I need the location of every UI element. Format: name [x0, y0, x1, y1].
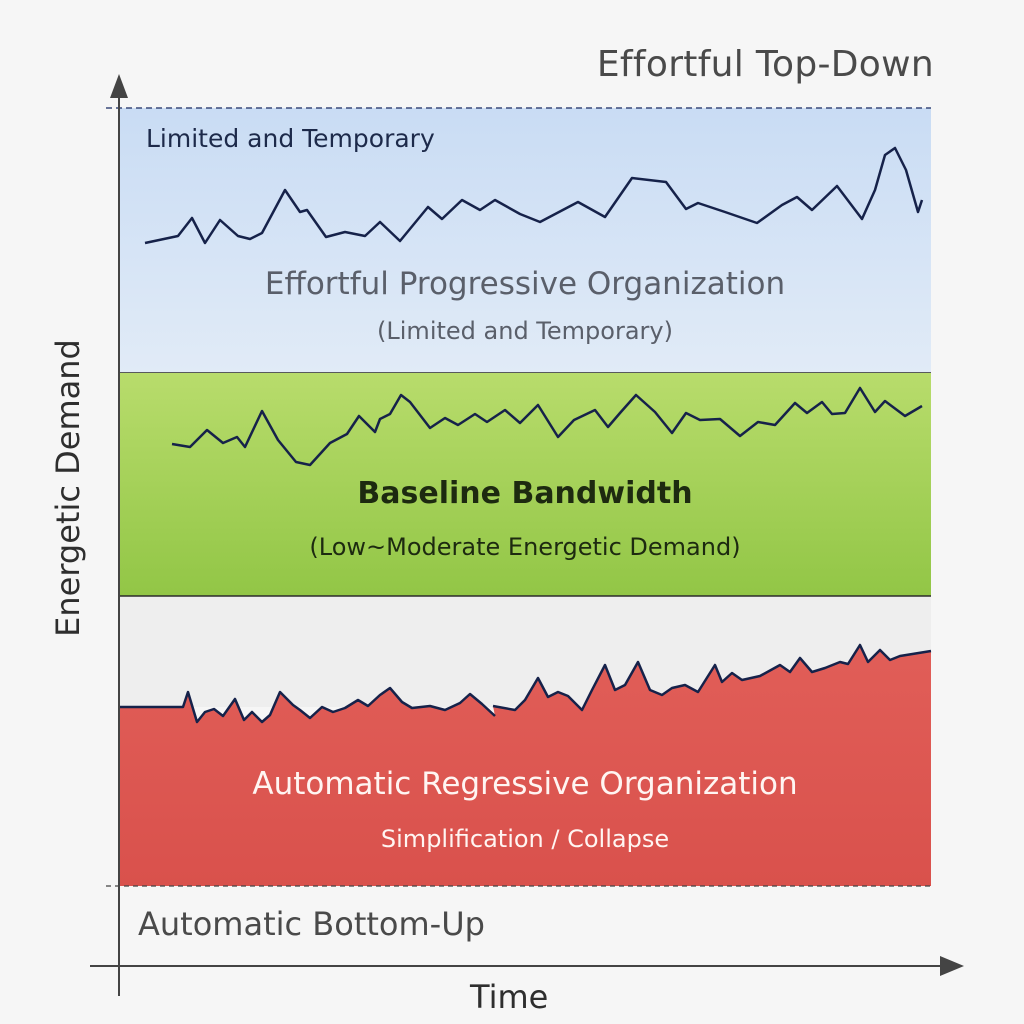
lower-band-title: Automatic Regressive Organization — [252, 766, 798, 802]
upper-band-corner-label: Limited and Temporary — [146, 124, 435, 153]
x-axis-arrow — [940, 956, 964, 976]
x-axis-label: Time — [470, 978, 549, 1016]
middle-signal-line — [171, 386, 923, 467]
lower-signal-line-2 — [492, 643, 932, 712]
upper-band-title: Effortful Progressive Organization — [264, 266, 786, 302]
lower-band-subtitle: Simplification / Collapse — [380, 825, 670, 853]
bottom-axis-label: Automatic Bottom-Up — [138, 905, 485, 943]
top-axis-label: Effortful Top-Down — [596, 44, 934, 85]
y-axis-arrow — [110, 74, 128, 98]
upper-band — [120, 108, 931, 373]
middle-band — [120, 373, 931, 596]
middle-band-title: Baseline Bandwidth — [357, 476, 693, 511]
y-axis-label: Energetic Demand — [49, 339, 87, 637]
lower-signal-line — [120, 686, 496, 724]
upper-band-subtitle: (Limited and Temporary) — [377, 317, 673, 345]
lower-band — [120, 645, 931, 886]
upper-signal-line — [144, 146, 924, 245]
middle-band-subtitle: (Low~Moderate Energetic Demand) — [309, 533, 741, 561]
